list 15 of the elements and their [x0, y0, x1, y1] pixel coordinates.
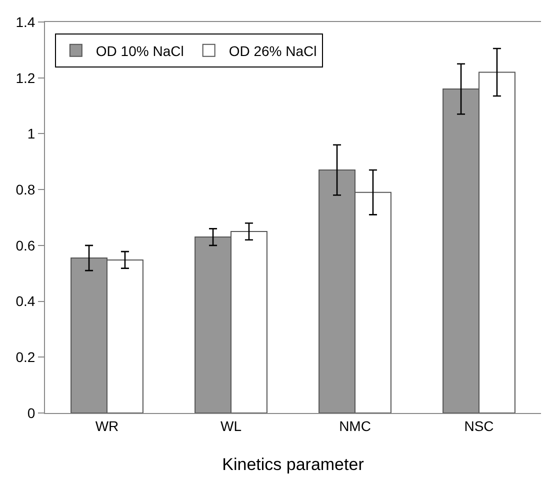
x-tick-label: NSC [464, 418, 494, 434]
y-tick-label: 0.6 [16, 237, 36, 254]
y-tick-label: 0.8 [16, 181, 36, 198]
y-tick-label: 1.2 [16, 70, 36, 86]
y-tick-label: 0.4 [16, 293, 36, 310]
y-tick-label: 0.2 [16, 349, 36, 366]
x-tick-label: NMC [339, 418, 371, 434]
legend-label: OD 10% NaCl [96, 42, 184, 59]
y-tick-label: 0 [27, 404, 36, 421]
legend-label: OD 26% NaCl [228, 42, 317, 59]
x-tick-label: WL [220, 418, 242, 434]
y-tick-label: 1 [27, 126, 36, 142]
y-tick-label: 1.4 [16, 14, 36, 30]
x-tick-label: WR [95, 418, 119, 434]
x-axis-title: Kinetics parameter [222, 455, 364, 474]
